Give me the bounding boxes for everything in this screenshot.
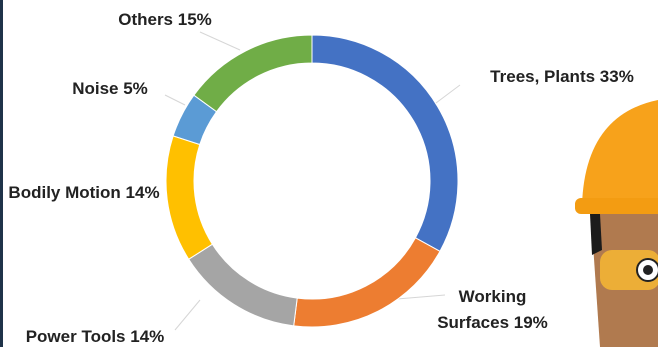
data-label: Noise 5% [50, 76, 170, 102]
category-label: Working Surfaces [437, 287, 527, 332]
donut-segment [311, 34, 459, 253]
worker-illustration [575, 100, 658, 347]
side-strip [0, 0, 3, 347]
data-label: Others 15% [90, 7, 240, 33]
donut-segment [293, 237, 441, 328]
donut-segment [165, 135, 214, 260]
data-label: Working Surfaces 19% [430, 284, 555, 336]
category-label: Noise [72, 79, 119, 98]
value-label: 5% [123, 79, 148, 98]
leader-lines [164, 31, 461, 331]
value-label: 19% [513, 313, 548, 332]
category-label: Bodily Motion [8, 183, 121, 202]
donut-segment [188, 243, 298, 327]
category-label: Others [118, 10, 174, 29]
category-label: Trees, Plants [490, 67, 596, 86]
value-label: 15% [177, 10, 212, 29]
value-label: 33% [599, 67, 634, 86]
data-label: Bodily Motion 14% [0, 180, 168, 206]
category-label: Power Tools [25, 327, 126, 346]
data-label: Trees, Plants 33% [462, 64, 658, 90]
value-label: 14% [125, 183, 160, 202]
data-label: Power Tools 14% [0, 324, 190, 347]
value-label: 14% [130, 327, 165, 346]
donut-segment [193, 34, 313, 113]
